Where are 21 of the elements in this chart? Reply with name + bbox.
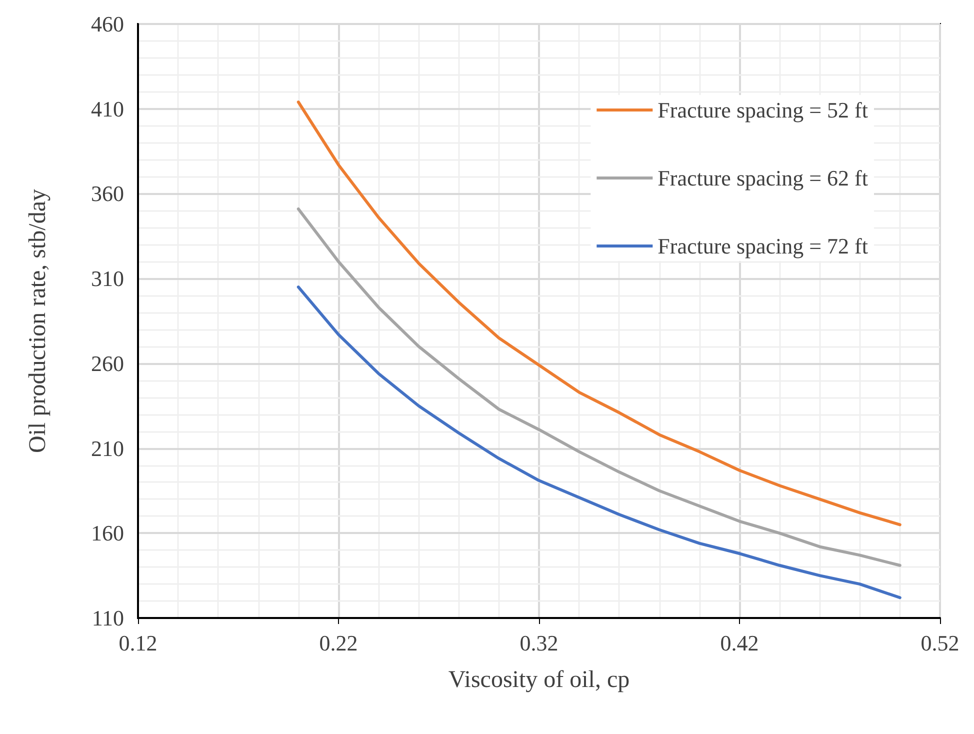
line-series <box>296 207 902 567</box>
x-axis-title: Viscosity of oil, cp <box>448 667 630 693</box>
y-tick-label: 360 <box>91 181 124 206</box>
x-tick-label: 0.32 <box>520 630 558 656</box>
y-tick-label: 110 <box>92 606 124 630</box>
y-tick-label: 410 <box>91 96 124 122</box>
y-tick-label: 210 <box>91 436 124 461</box>
x-tick-label: 0.52 <box>920 630 960 656</box>
legend-label: Fracture spacing = 72 ft <box>658 234 868 258</box>
y-tick-label: 310 <box>91 266 124 292</box>
y-axis-title: Oil production rate, stb/day <box>25 189 51 453</box>
legend-label: Fracture spacing = 62 ft <box>658 166 868 190</box>
line-series <box>296 100 902 526</box>
y-tick-label: 460 <box>91 12 124 36</box>
x-tick-label: 0.12 <box>118 630 158 656</box>
legend-label: Fracture spacing = 52 ft <box>658 98 868 122</box>
y-tick-label: 260 <box>91 350 124 376</box>
x-tick-label: 0.22 <box>319 630 358 656</box>
x-tick-label: 0.42 <box>720 630 759 656</box>
line-series <box>296 286 902 600</box>
y-tick-label: 160 <box>91 520 124 546</box>
